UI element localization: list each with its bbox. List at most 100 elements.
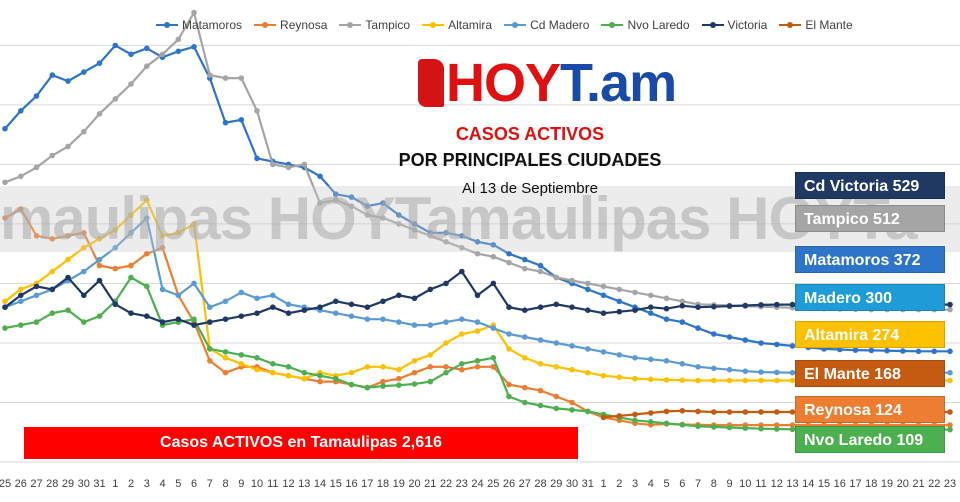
data-point bbox=[569, 407, 575, 413]
legend-label: Reynosa bbox=[280, 18, 328, 32]
data-point bbox=[18, 322, 24, 328]
data-point bbox=[301, 369, 308, 376]
legend-label: Matamoros bbox=[182, 18, 243, 32]
data-point bbox=[789, 369, 796, 376]
x-tick-label: 24 bbox=[471, 478, 483, 490]
data-point bbox=[380, 383, 386, 389]
data-point bbox=[711, 331, 717, 337]
data-point bbox=[254, 108, 260, 114]
x-tick-label: 28 bbox=[46, 478, 58, 490]
data-point bbox=[222, 316, 229, 323]
data-point bbox=[947, 306, 953, 313]
data-point bbox=[128, 212, 134, 218]
data-point bbox=[285, 364, 292, 370]
data-point bbox=[238, 313, 245, 320]
data-point bbox=[317, 200, 323, 206]
data-point bbox=[585, 307, 591, 314]
data-point bbox=[96, 313, 103, 320]
data-point bbox=[947, 301, 953, 308]
data-point bbox=[443, 369, 449, 376]
data-point bbox=[695, 423, 701, 430]
data-point bbox=[128, 310, 134, 317]
data-point bbox=[758, 302, 764, 308]
data-point bbox=[65, 78, 71, 84]
legend-swatch-icon bbox=[254, 22, 277, 28]
data-point bbox=[931, 348, 938, 355]
data-point bbox=[553, 405, 560, 412]
x-tick-label: 17 bbox=[361, 478, 373, 490]
data-point bbox=[81, 69, 87, 75]
data-point bbox=[348, 301, 355, 308]
data-point bbox=[600, 292, 607, 299]
legend-label: Altamira bbox=[448, 18, 493, 32]
data-point bbox=[553, 393, 560, 400]
data-point bbox=[648, 292, 654, 299]
data-point bbox=[600, 283, 607, 290]
legend-swatch-icon bbox=[779, 22, 802, 28]
x-tick-label: 7 bbox=[207, 478, 213, 490]
legend-swatch-icon bbox=[701, 22, 724, 28]
data-point bbox=[380, 200, 386, 206]
x-tick-label: 17 bbox=[849, 478, 861, 490]
data-point bbox=[679, 377, 686, 384]
x-tick-label: 26 bbox=[15, 478, 27, 490]
data-point bbox=[758, 409, 764, 415]
data-point bbox=[585, 346, 591, 352]
x-tick-label: 6 bbox=[191, 478, 197, 490]
x-tick-label: 8 bbox=[222, 478, 228, 490]
data-point bbox=[254, 310, 260, 317]
data-point bbox=[695, 325, 701, 331]
data-point bbox=[490, 325, 497, 331]
data-point bbox=[427, 352, 434, 358]
data-point bbox=[285, 372, 292, 379]
logo-prefix: HOY bbox=[446, 53, 561, 113]
data-point bbox=[301, 307, 308, 314]
data-point bbox=[175, 230, 182, 236]
data-point bbox=[758, 340, 764, 346]
data-point bbox=[789, 343, 796, 349]
data-point bbox=[616, 413, 623, 419]
data-point bbox=[238, 289, 245, 296]
x-tick-label: 27 bbox=[30, 478, 42, 490]
data-point bbox=[49, 286, 56, 293]
x-tick-label: 30 bbox=[566, 478, 578, 490]
data-point bbox=[411, 227, 418, 233]
data-point bbox=[663, 377, 670, 383]
data-point bbox=[238, 117, 245, 123]
x-tick-label: 6 bbox=[679, 478, 685, 490]
data-point bbox=[411, 322, 418, 328]
chart-date: Al 13 de Septiembre bbox=[462, 180, 598, 197]
x-tick-label: 30 bbox=[78, 478, 90, 490]
total-banner: Casos ACTIVOS en Tamaulipas 2,616 bbox=[24, 427, 578, 459]
data-point bbox=[679, 298, 686, 305]
data-point bbox=[81, 268, 87, 275]
city-badge: Nvo Laredo 109 bbox=[795, 426, 945, 453]
data-point bbox=[33, 319, 40, 325]
data-point bbox=[49, 310, 56, 317]
data-point bbox=[553, 340, 560, 346]
data-point bbox=[947, 409, 953, 415]
x-tick-label: 14 bbox=[314, 478, 326, 490]
x-tick-label: 31 bbox=[582, 478, 594, 490]
data-point bbox=[33, 233, 40, 239]
data-point bbox=[632, 375, 638, 382]
x-tick-label: 14 bbox=[802, 478, 814, 490]
data-point bbox=[459, 316, 465, 323]
data-point bbox=[207, 358, 213, 364]
data-point bbox=[663, 295, 670, 302]
data-point bbox=[380, 298, 386, 305]
x-tick-label: 13 bbox=[298, 478, 310, 490]
data-point bbox=[348, 203, 355, 209]
data-point bbox=[159, 51, 166, 58]
data-point bbox=[96, 111, 103, 117]
x-tick-label: 5 bbox=[663, 478, 669, 490]
data-point bbox=[128, 274, 134, 281]
data-point bbox=[317, 304, 323, 311]
data-point bbox=[2, 298, 8, 305]
x-tick-label: 11 bbox=[267, 478, 278, 490]
data-point bbox=[2, 179, 8, 186]
data-point bbox=[191, 280, 197, 287]
data-point bbox=[837, 346, 843, 353]
data-point bbox=[81, 230, 87, 236]
